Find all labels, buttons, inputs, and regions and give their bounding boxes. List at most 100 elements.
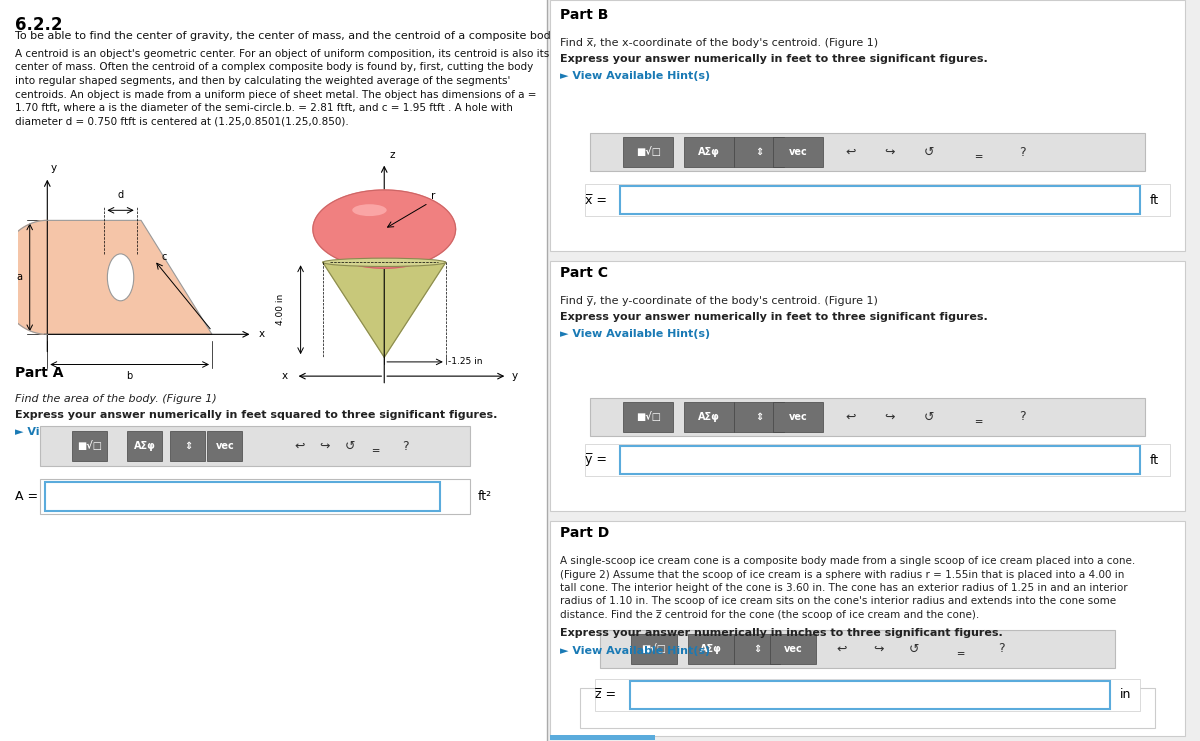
Text: 1.70 ftft, where a is the diameter of the semi-circle.b. = 2.81 ftft, and c = 1.: 1.70 ftft, where a is the diameter of th… bbox=[14, 103, 512, 113]
Text: a: a bbox=[17, 273, 23, 282]
Text: ↺: ↺ bbox=[923, 145, 934, 159]
Ellipse shape bbox=[107, 254, 133, 301]
Text: ⇕: ⇕ bbox=[754, 644, 761, 654]
Text: ► View Available Hint(s): ► View Available Hint(s) bbox=[560, 329, 710, 339]
Bar bbox=[773, 402, 823, 432]
Bar bbox=[590, 398, 1145, 436]
Text: x̅ =: x̅ = bbox=[586, 193, 607, 207]
Text: distance. Find the z̅ centroid for the cone (the scoop of ice cream and the cone: distance. Find the z̅ centroid for the c… bbox=[560, 610, 979, 620]
Text: ► View Available Hint(s): ► View Available Hint(s) bbox=[560, 71, 710, 81]
Bar bbox=[586, 444, 1170, 476]
Text: b: b bbox=[126, 371, 132, 381]
Text: ‗: ‗ bbox=[976, 145, 982, 159]
Bar bbox=[770, 634, 816, 664]
Text: ↺: ↺ bbox=[923, 411, 934, 424]
Text: -1.25 in: -1.25 in bbox=[449, 357, 482, 366]
Text: ?: ? bbox=[998, 642, 1006, 656]
Text: ↪: ↪ bbox=[319, 439, 330, 453]
Text: ↪: ↪ bbox=[884, 145, 895, 159]
Text: A centroid is an object's geometric center. For an object of uniform composition: A centroid is an object's geometric cent… bbox=[14, 49, 550, 59]
Text: into regular shaped segments, and then by calculating the weighted average of th: into regular shaped segments, and then b… bbox=[14, 76, 510, 86]
Text: y̅ =: y̅ = bbox=[586, 453, 607, 467]
Bar bbox=[550, 735, 655, 740]
Bar bbox=[170, 431, 205, 461]
Text: Find y̅, the y-coordinate of the body's centroid. (Figure 1): Find y̅, the y-coordinate of the body's … bbox=[560, 296, 878, 306]
Bar bbox=[0, 0, 546, 741]
Ellipse shape bbox=[353, 205, 386, 216]
Bar bbox=[46, 482, 440, 511]
Text: c: c bbox=[162, 252, 167, 262]
Text: vec: vec bbox=[216, 441, 234, 451]
Text: Part D: Part D bbox=[560, 526, 610, 540]
Bar bbox=[688, 634, 734, 664]
Bar bbox=[590, 133, 1145, 171]
Text: x: x bbox=[282, 371, 288, 381]
Text: Part B: Part B bbox=[560, 8, 608, 22]
Text: ■√□: ■√□ bbox=[636, 412, 661, 422]
Polygon shape bbox=[313, 190, 456, 268]
Bar bbox=[40, 479, 470, 514]
Text: center of mass. Often the centroid of a complex composite body is found by, firs: center of mass. Often the centroid of a … bbox=[14, 62, 533, 73]
Text: (Figure 2) Assume that the scoop of ice cream is a sphere with radius r = 1.55in: (Figure 2) Assume that the scoop of ice … bbox=[560, 570, 1124, 579]
Bar bbox=[620, 186, 1140, 214]
Text: ↪: ↪ bbox=[884, 411, 895, 424]
Text: ■√□: ■√□ bbox=[78, 441, 102, 451]
Bar bbox=[631, 634, 677, 664]
Text: A single-scoop ice cream cone is a composite body made from a single scoop of ic: A single-scoop ice cream cone is a compo… bbox=[560, 556, 1135, 566]
Text: To be able to find the center of gravity, the center of mass, and the centroid o: To be able to find the center of gravity… bbox=[14, 31, 559, 41]
Bar bbox=[630, 681, 1110, 709]
Bar bbox=[623, 137, 673, 167]
Bar bbox=[586, 184, 1170, 216]
Bar bbox=[734, 137, 785, 167]
Text: AΣφ: AΣφ bbox=[698, 147, 720, 157]
Text: y: y bbox=[50, 164, 56, 173]
Bar bbox=[548, 0, 1200, 741]
Text: ?: ? bbox=[1020, 411, 1026, 424]
Bar bbox=[208, 431, 242, 461]
Text: vec: vec bbox=[788, 412, 808, 422]
Text: ft: ft bbox=[1150, 193, 1159, 207]
Bar bbox=[127, 431, 162, 461]
Text: 6.2.2: 6.2.2 bbox=[14, 16, 62, 34]
Text: Part A: Part A bbox=[14, 366, 64, 380]
Text: ft²: ft² bbox=[478, 490, 492, 503]
Bar bbox=[550, 0, 1186, 251]
Text: ⇕: ⇕ bbox=[755, 147, 763, 157]
Text: A =: A = bbox=[14, 490, 38, 503]
Bar bbox=[595, 679, 1140, 711]
Text: ■√□: ■√□ bbox=[642, 644, 666, 654]
Bar bbox=[620, 446, 1140, 474]
Bar bbox=[40, 426, 470, 466]
Ellipse shape bbox=[323, 258, 445, 267]
Text: tall cone. The interior height of the cone is 3.60 in. The cone has an exterior : tall cone. The interior height of the co… bbox=[560, 583, 1128, 593]
Text: ↩: ↩ bbox=[836, 642, 847, 656]
Text: ?: ? bbox=[1020, 145, 1026, 159]
Bar bbox=[580, 688, 1154, 728]
Text: in: in bbox=[1120, 688, 1132, 702]
Bar bbox=[684, 137, 734, 167]
Text: ↺: ↺ bbox=[908, 642, 919, 656]
Text: 4.00 in: 4.00 in bbox=[276, 294, 286, 325]
Text: ► View Available Hint(s): ► View Available Hint(s) bbox=[14, 427, 166, 437]
Text: ⇕: ⇕ bbox=[755, 412, 763, 422]
Polygon shape bbox=[323, 262, 445, 357]
Bar bbox=[734, 402, 785, 432]
Text: ↩: ↩ bbox=[295, 439, 305, 453]
Text: y: y bbox=[512, 371, 518, 381]
Text: ↪: ↪ bbox=[872, 642, 883, 656]
Text: ‗: ‗ bbox=[976, 411, 982, 424]
Text: AΣφ: AΣφ bbox=[134, 441, 156, 451]
Bar bbox=[550, 261, 1186, 511]
Text: x: x bbox=[258, 329, 264, 339]
Text: ‗: ‗ bbox=[958, 642, 964, 656]
Bar bbox=[773, 137, 823, 167]
Text: AΣφ: AΣφ bbox=[698, 412, 720, 422]
Text: AΣφ: AΣφ bbox=[700, 644, 721, 654]
Text: Find the area of the body. (Figure 1): Find the area of the body. (Figure 1) bbox=[14, 394, 217, 404]
Text: ‗: ‗ bbox=[372, 439, 378, 453]
Text: ↺: ↺ bbox=[344, 439, 355, 453]
Text: Express your answer numerically in feet squared to three significant figures.: Express your answer numerically in feet … bbox=[14, 410, 497, 420]
Bar bbox=[550, 521, 1186, 736]
Text: vec: vec bbox=[784, 644, 803, 654]
Text: ↩: ↩ bbox=[846, 145, 856, 159]
